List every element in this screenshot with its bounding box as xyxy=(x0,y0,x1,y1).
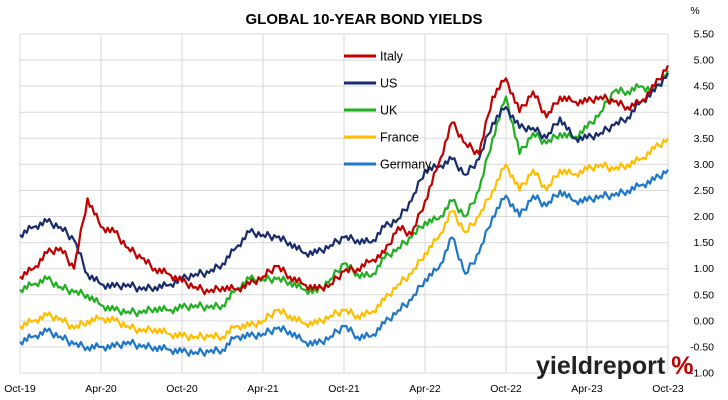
y-tick-label: 5.00 xyxy=(694,55,715,67)
y-tick-label: 3.50 xyxy=(694,133,715,145)
y-axis-ticks: 5.50 5.00 4.50 4.00 3.50 3.00 2.50 2.00 1.50 1.00… xyxy=(690,29,714,380)
chart-title: GLOBAL 10-YEAR BOND YIELDS xyxy=(246,11,483,28)
y-tick-label: 2.50 xyxy=(694,185,715,197)
x-axis-ticks: Oct-19 Apr-20 Oct-20 Apr-21 Oct-21 Apr-22 Oct-… xyxy=(4,383,684,395)
x-tick-label: Apr-23 xyxy=(571,383,603,395)
y-tick-label: 4.50 xyxy=(694,81,715,93)
legend-label-us: US xyxy=(380,77,397,91)
logo-percent-sign: % xyxy=(671,352,693,380)
y-tick-label: 3.00 xyxy=(694,159,715,171)
series-line-france xyxy=(19,137,669,342)
yieldreport-logo: yieldreport% xyxy=(536,352,693,380)
x-tick-label: Apr-20 xyxy=(85,383,117,395)
grid-lines xyxy=(19,33,669,374)
legend-label-france: France xyxy=(380,131,419,145)
series-line-italy xyxy=(19,64,670,296)
y-tick-label: 0.00 xyxy=(694,315,715,327)
logo-text-yield: yield xyxy=(536,352,593,380)
y-tick-label: 1.00 xyxy=(694,263,715,275)
series-line-uk xyxy=(19,70,670,318)
y-tick-label: 0.50 xyxy=(694,289,715,301)
legend: Italy US UK France Germany xyxy=(344,50,432,172)
y-tick-label: 4.00 xyxy=(694,107,715,119)
x-tick-label: Oct-19 xyxy=(4,383,36,395)
svg-text:yieldreport%: yieldreport% xyxy=(536,352,693,380)
y-axis-unit: % xyxy=(690,5,699,17)
x-tick-label: Apr-22 xyxy=(409,383,441,395)
logo-text-report: report xyxy=(593,352,666,380)
x-tick-label: Oct-23 xyxy=(652,383,684,395)
y-tick-label: 2.00 xyxy=(694,211,715,223)
x-tick-label: Oct-21 xyxy=(328,383,360,395)
x-tick-label: Apr-21 xyxy=(247,383,279,395)
series-lines xyxy=(19,64,670,357)
x-tick-label: Oct-20 xyxy=(166,383,198,395)
legend-label-germany: Germany xyxy=(380,158,432,172)
y-tick-label: 1.50 xyxy=(694,237,715,249)
y-tick-label: -0.50 xyxy=(690,341,714,353)
series-line-us xyxy=(19,72,670,293)
legend-label-italy: Italy xyxy=(380,50,404,64)
x-tick-label: Oct-22 xyxy=(490,383,522,395)
legend-label-uk: UK xyxy=(380,104,398,118)
series-line-germany xyxy=(19,169,669,357)
y-tick-label: 5.50 xyxy=(694,29,715,41)
y-tick-label: -1.00 xyxy=(690,368,714,380)
